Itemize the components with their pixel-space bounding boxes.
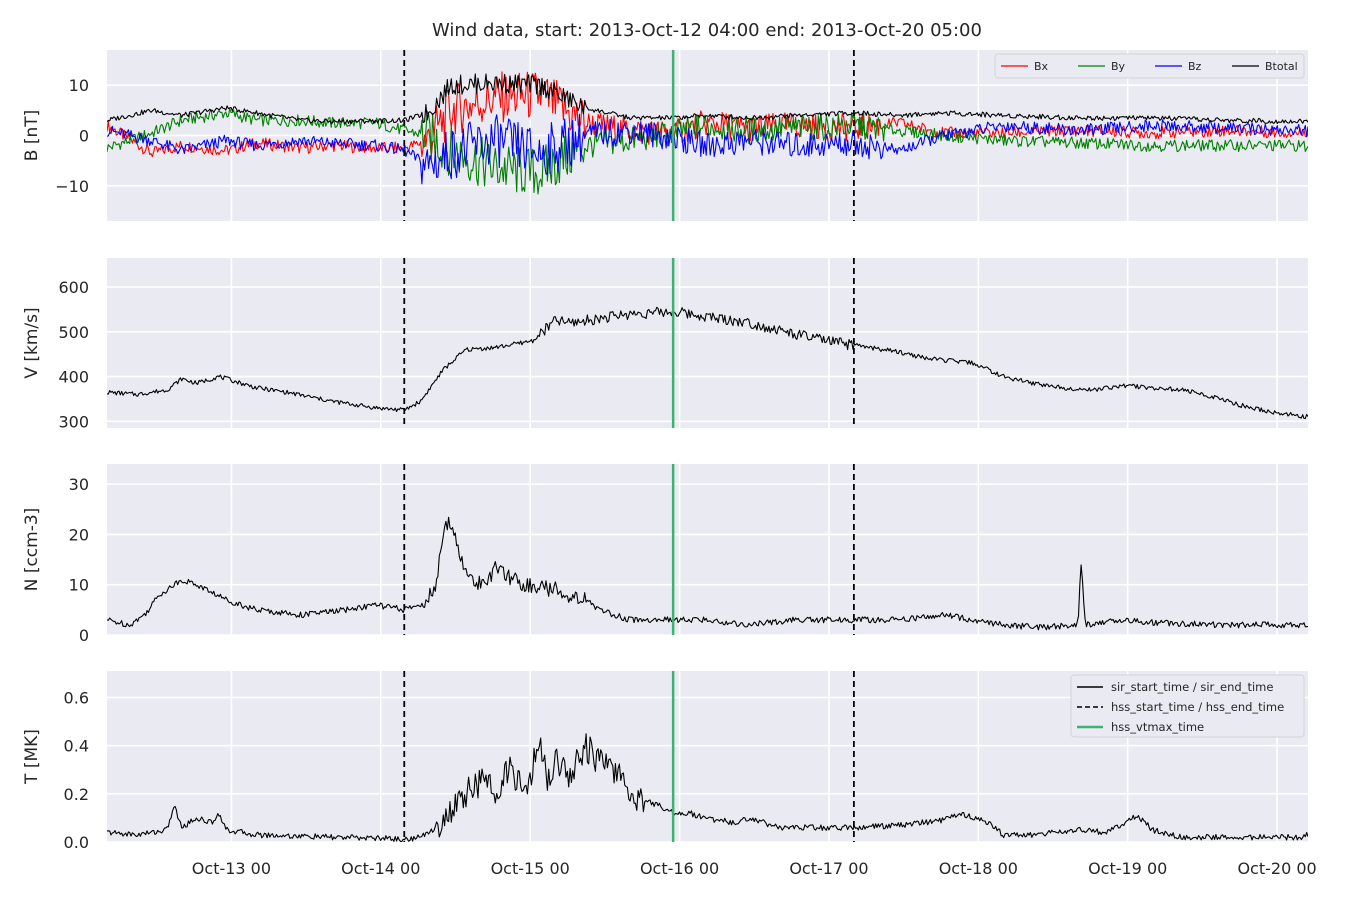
y-tick-label: 600 <box>58 278 89 297</box>
y-tick-label: 0 <box>79 127 89 146</box>
legend-box <box>1070 674 1305 738</box>
x-tick-label: Oct-17 00 <box>789 859 868 878</box>
legend-B: Bx By Bz Btotal <box>994 53 1305 79</box>
x-tick-label: Oct-16 00 <box>640 859 719 878</box>
series-line-By <box>107 107 1308 195</box>
legend-label: hss_vtmax_time <box>1111 720 1204 734</box>
series-group-B <box>107 71 1308 195</box>
x-tick-label: Oct-18 00 <box>939 859 1018 878</box>
y-tick-label: 400 <box>58 368 89 387</box>
x-tick-label: Oct-14 00 <box>341 859 420 878</box>
series-line-Btotal <box>107 73 1308 125</box>
legend-T: sir_start_time / sir_end_time hss_start_t… <box>1070 674 1305 738</box>
x-tick-label: Oct-20 00 <box>1237 859 1316 878</box>
series-group-V <box>107 306 1308 420</box>
legend-label: hss_start_time / hss_end_time <box>1111 700 1284 714</box>
y-tick-label: 0.6 <box>64 688 89 707</box>
panels: −10 0 10 B [nT] 300 400 500 600 V [km/s] 0 10 20 30 N… <box>22 50 1317 878</box>
legend-label-Bx: Bx <box>1034 60 1049 73</box>
y-tick-label: 500 <box>58 323 89 342</box>
series-line-data <box>107 733 1308 842</box>
legend-label-Bz: Bz <box>1188 60 1202 73</box>
y-tick-label: 0.4 <box>64 737 89 756</box>
x-tick-label: Oct-15 00 <box>491 859 570 878</box>
legend-label-By: By <box>1111 60 1126 73</box>
y-tick-label: 10 <box>69 76 89 95</box>
y-tick-label: −10 <box>55 177 89 196</box>
series-line-data <box>107 516 1308 631</box>
series-line-Bx <box>107 71 1308 158</box>
series-group-N <box>107 516 1308 631</box>
plot-background-N <box>107 464 1308 635</box>
y-axis-label: N [ccm-3] <box>22 508 42 592</box>
x-tick-label: Oct-19 00 <box>1088 859 1167 878</box>
y-tick-label: 10 <box>69 576 89 595</box>
panel-N: 0 10 20 30 N [ccm-3] <box>22 464 1308 645</box>
y-tick-label: 0.2 <box>64 785 89 804</box>
y-axis-label: B [nT] <box>22 110 42 162</box>
y-tick-label: 20 <box>69 525 89 544</box>
chart-title: Wind data, start: 2013-Oct-12 04:00 end:… <box>432 20 982 41</box>
panel-V: 300 400 500 600 V [km/s] <box>22 258 1308 431</box>
series-line-data <box>107 306 1308 420</box>
y-tick-label: 300 <box>58 412 89 431</box>
y-axis-label: V [km/s] <box>22 307 42 378</box>
legend-label: sir_start_time / sir_end_time <box>1111 680 1273 694</box>
y-axis-label: T [MK] <box>22 729 42 785</box>
legend-box <box>994 53 1305 79</box>
y-tick-label: 30 <box>69 475 89 494</box>
x-tick-label: Oct-13 00 <box>192 859 271 878</box>
y-tick-label: 0.0 <box>64 833 89 852</box>
legend-label-Btotal: Btotal <box>1265 60 1298 73</box>
series-group-T <box>107 733 1308 842</box>
y-tick-label: 0 <box>79 626 89 645</box>
series-line-Bz <box>107 113 1308 185</box>
